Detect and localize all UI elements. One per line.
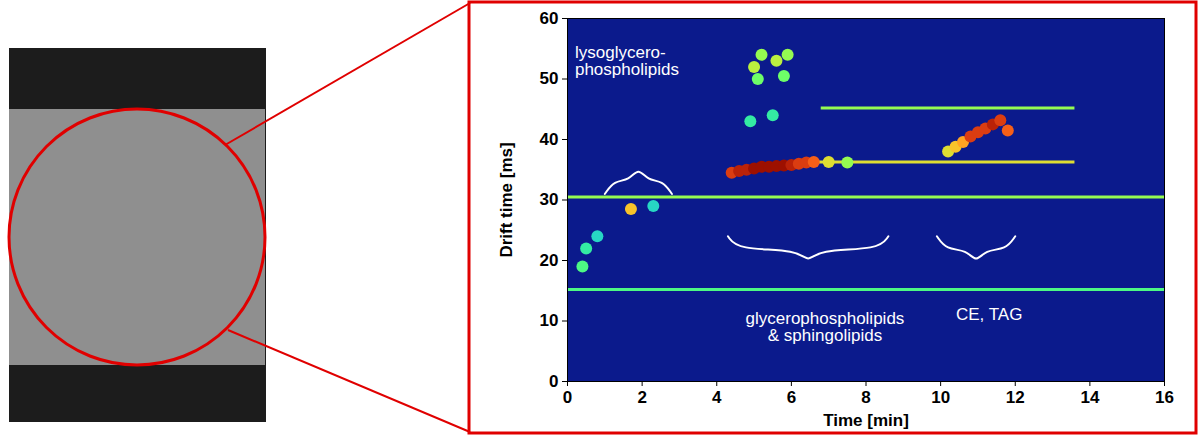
svg-text:6: 6 (787, 388, 796, 407)
svg-text:20: 20 (540, 251, 559, 270)
svg-text:lysoglycero-phospholipids: lysoglycero-phospholipids (575, 43, 679, 79)
svg-text:10: 10 (931, 388, 950, 407)
svg-text:12: 12 (1006, 388, 1025, 407)
svg-text:glycerophospholipids& sphingol: glycerophospholipids& sphingolipids (746, 309, 905, 345)
svg-text:4: 4 (712, 388, 722, 407)
svg-text:0: 0 (549, 372, 558, 391)
svg-text:10: 10 (540, 311, 559, 330)
svg-text:8: 8 (861, 388, 870, 407)
svg-text:2: 2 (637, 388, 646, 407)
svg-text:14: 14 (1080, 388, 1099, 407)
svg-text:Time [min]: Time [min] (823, 411, 909, 430)
svg-text:60: 60 (540, 9, 559, 28)
svg-text:40: 40 (540, 130, 559, 149)
svg-text:Drift time [ms]: Drift time [ms] (497, 142, 516, 257)
svg-text:50: 50 (540, 69, 559, 88)
svg-text:CE, TAG: CE, TAG (956, 305, 1022, 324)
svg-text:0: 0 (563, 388, 572, 407)
svg-text:16: 16 (1155, 388, 1174, 407)
svg-text:30: 30 (540, 190, 559, 209)
